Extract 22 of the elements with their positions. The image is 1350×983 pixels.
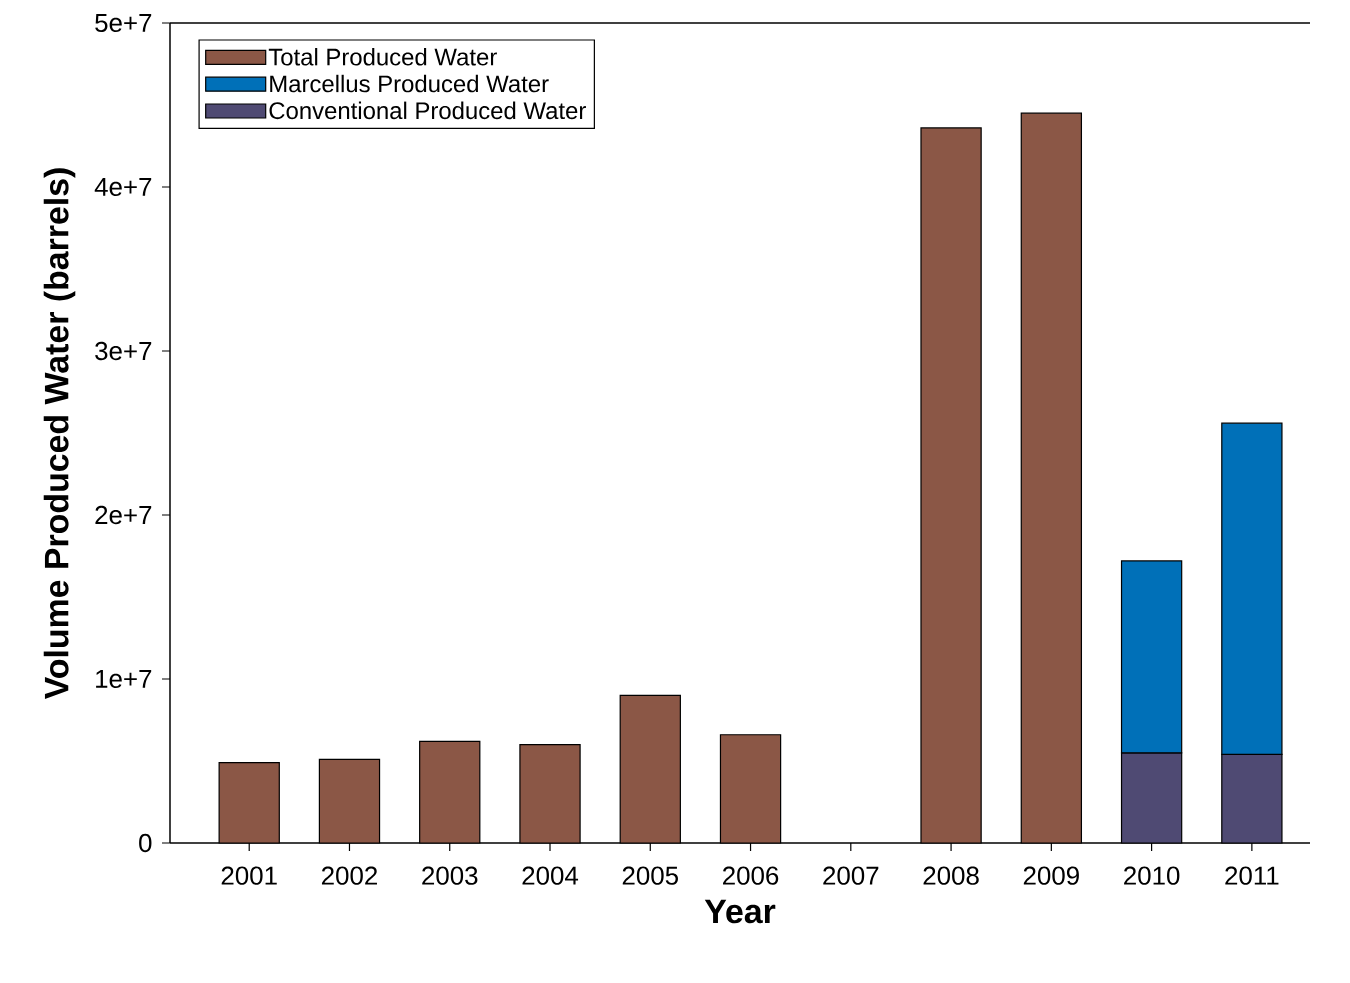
x-axis-title: Year bbox=[704, 899, 776, 924]
y-tick-label: 3e+7 bbox=[95, 341, 152, 361]
y-tick-label: 4e+7 bbox=[94, 177, 152, 197]
x-tick-label: 2008 bbox=[923, 866, 979, 885]
x-tick-label: 2004 bbox=[522, 866, 579, 885]
x-tick-label: 2002 bbox=[321, 866, 377, 885]
y-tick-label: 2e+7 bbox=[95, 505, 152, 525]
y-axis-title: Volume Produced Water (barrels) bbox=[43, 168, 76, 700]
x-tick-label: 2005 bbox=[622, 866, 678, 885]
legend-label: Total Produced Water bbox=[268, 47, 497, 66]
x-tick-label: 2007 bbox=[823, 866, 879, 885]
y-tick-label: 5e+7 bbox=[95, 13, 152, 33]
x-tick-label: 2009 bbox=[1023, 866, 1079, 885]
y-tick-label: 1e+7 bbox=[96, 669, 152, 689]
x-tick-label: 2003 bbox=[422, 866, 478, 885]
x-tick-label: 2006 bbox=[723, 866, 779, 885]
x-tick-label: 2010 bbox=[1124, 866, 1180, 885]
legend-label: Conventional Produced Water bbox=[269, 101, 586, 120]
legend-label: Marcellus Produced Water bbox=[270, 74, 549, 93]
x-tick-label: 2001 bbox=[221, 866, 277, 885]
y-tick-label: 0 bbox=[139, 833, 152, 853]
x-tick-label: 2011 bbox=[1225, 866, 1279, 885]
